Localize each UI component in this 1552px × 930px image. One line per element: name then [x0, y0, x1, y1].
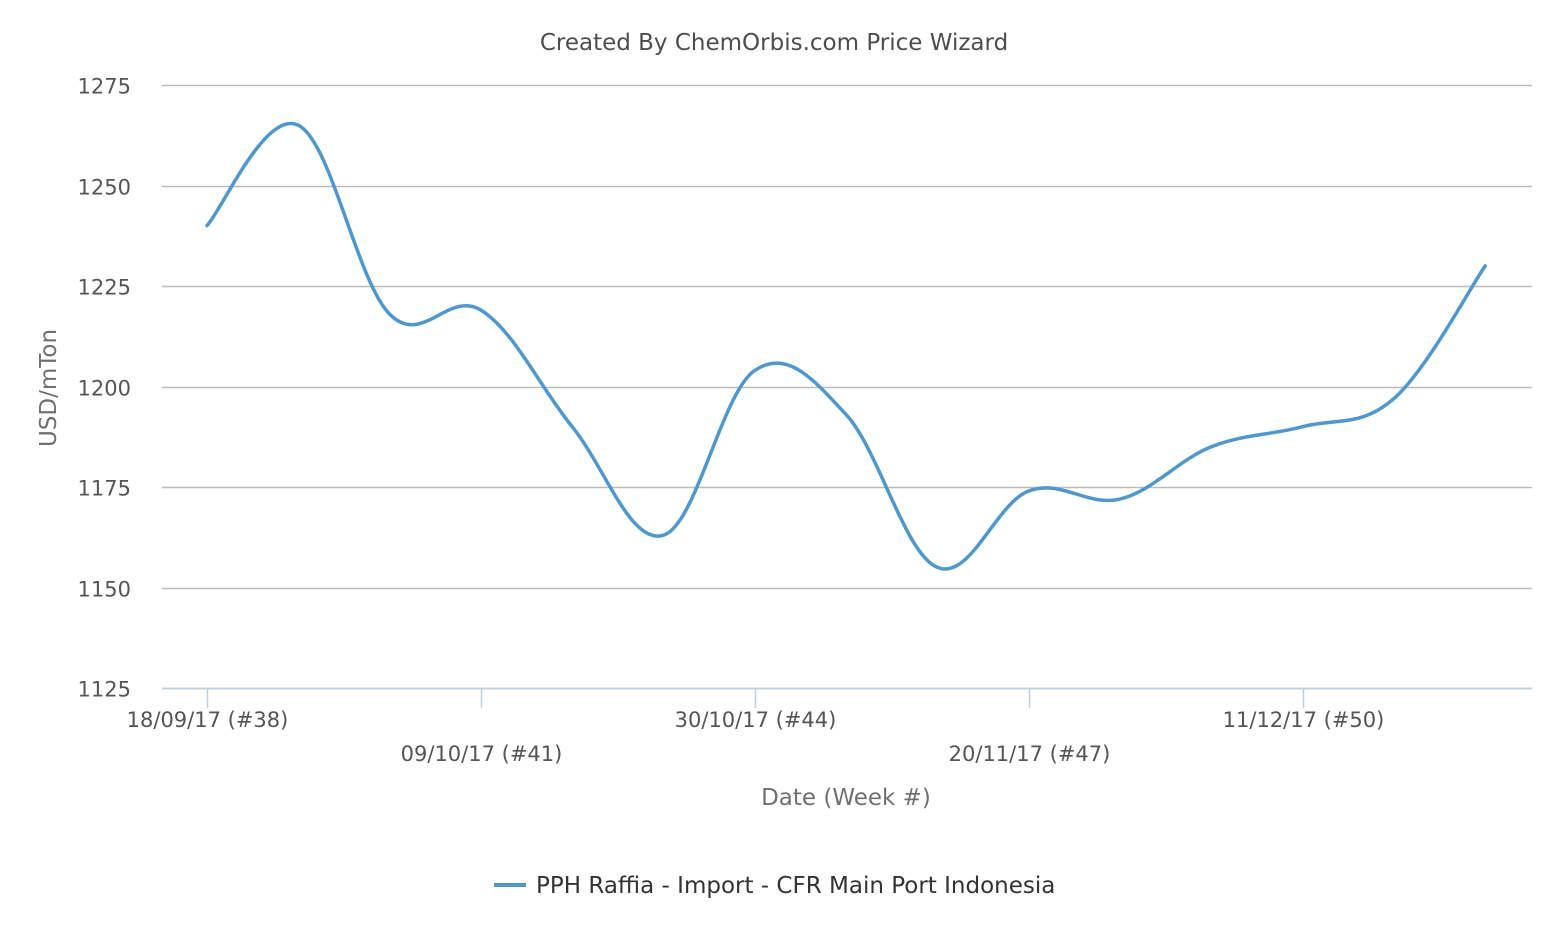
y-tick-label: 1225: [78, 276, 131, 300]
legend-label[interactable]: PPH Raffia - Import - CFR Main Port Indo…: [536, 873, 1055, 899]
chart-title: Created By ChemOrbis.com Price Wizard: [540, 30, 1008, 56]
series-line: [205, 121, 1487, 571]
data-point[interactable]: [840, 409, 852, 421]
data-point[interactable]: [201, 220, 213, 232]
data-point[interactable]: [1114, 493, 1126, 505]
data-point[interactable]: [1297, 421, 1309, 433]
x-tick-label: 18/09/17 (#38): [127, 708, 289, 732]
data-point[interactable]: [1205, 441, 1217, 453]
legend[interactable]: PPH Raffia - Import - CFR Main Port Indo…: [494, 873, 1055, 899]
data-point[interactable]: [1479, 260, 1491, 272]
data-point[interactable]: [1388, 393, 1400, 405]
x-axis-title: Date (Week #): [761, 785, 931, 811]
data-point[interactable]: [566, 421, 578, 433]
y-tick-label: 1175: [78, 477, 131, 501]
y-axis-title: USD/mTon: [36, 329, 62, 447]
data-point[interactable]: [475, 304, 487, 316]
x-axis-ticks: 18/09/17 (#38) 09/10/17 (#41) 30/10/17 (#4…: [127, 688, 1385, 766]
y-tick-label: 1275: [78, 75, 131, 99]
data-point[interactable]: [292, 119, 304, 131]
x-tick-label: 09/10/17 (#41): [401, 742, 563, 766]
y-gridlines: [162, 84, 1532, 590]
data-point[interactable]: [1023, 485, 1035, 497]
x-tick-label: 20/11/17 (#47): [949, 742, 1111, 766]
y-tick-label: 1125: [78, 678, 131, 702]
series-group: [201, 119, 1491, 573]
y-tick-label: 1250: [78, 176, 131, 200]
data-point[interactable]: [931, 561, 943, 573]
data-point[interactable]: [749, 364, 761, 376]
data-point[interactable]: [384, 308, 396, 320]
y-tick-label: 1200: [78, 377, 131, 401]
x-tick-label: 11/12/17 (#50): [1223, 708, 1385, 732]
y-tick-label: 1150: [78, 578, 131, 602]
data-point[interactable]: [658, 529, 670, 541]
y-axis-ticks: 1275 1250 1225 1200 1175 1150 1125: [78, 75, 131, 702]
x-tick-label: 30/10/17 (#44): [675, 708, 837, 732]
